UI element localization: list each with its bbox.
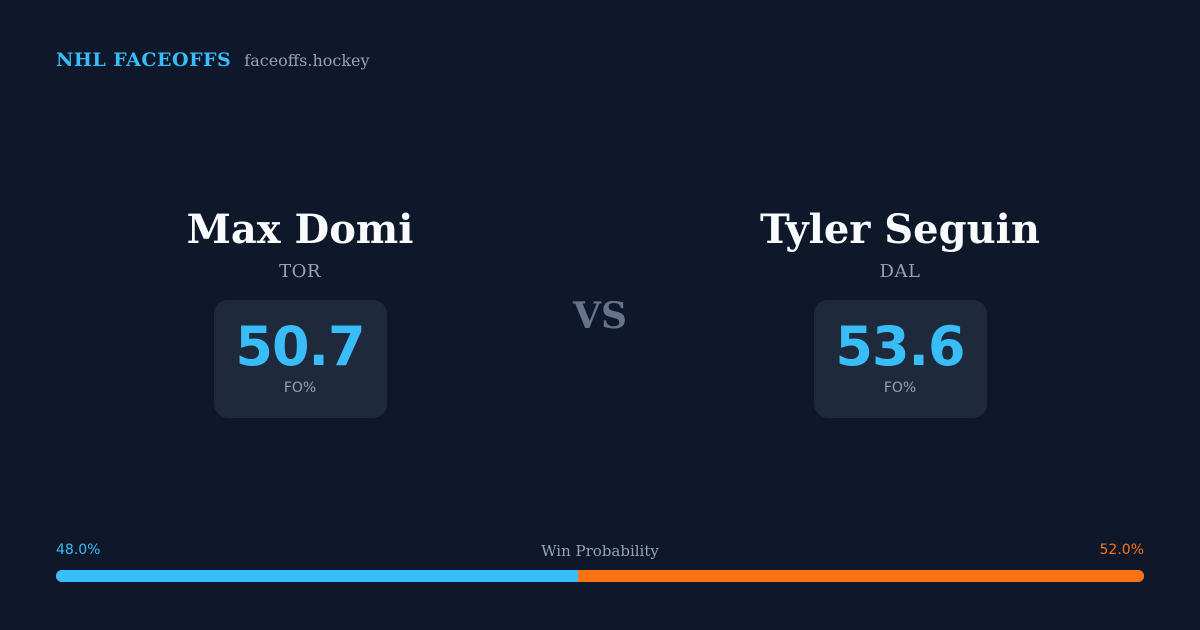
brand-header: NHL FACEOFFS faceoffs.hockey xyxy=(56,49,370,71)
faceoff-stat-box-left: 50.7 FO% xyxy=(213,300,387,418)
brand-title: NHL FACEOFFS xyxy=(56,49,232,71)
faceoff-percentage-left: 50.7 xyxy=(235,315,365,378)
win-probability-right: 52.0% xyxy=(1099,542,1144,558)
win-probability-labels: 48.0% Win Probability 52.0% xyxy=(56,542,1144,562)
win-probability-bar-right xyxy=(578,570,1144,582)
player-name-right: Tyler Seguin xyxy=(760,206,1040,253)
win-probability-left: 48.0% xyxy=(56,542,101,558)
faceoff-label-right: FO% xyxy=(883,380,917,396)
player-name-left: Max Domi xyxy=(186,206,414,253)
versus-label: VS xyxy=(573,295,627,337)
player-card-right: Tyler Seguin DAL 53.6 FO% xyxy=(700,206,1100,418)
faceoff-percentage-right: 53.6 xyxy=(835,315,965,378)
player-team-left: TOR xyxy=(279,261,321,282)
win-probability-title: Win Probability xyxy=(541,542,659,560)
faceoff-label-left: FO% xyxy=(283,380,317,396)
win-probability-bar xyxy=(56,570,1144,582)
brand-domain: faceoffs.hockey xyxy=(244,51,370,70)
player-card-left: Max Domi TOR 50.7 FO% xyxy=(100,206,500,418)
win-probability-bar-left xyxy=(56,570,579,582)
faceoff-stat-box-right: 53.6 FO% xyxy=(813,300,987,418)
player-team-right: DAL xyxy=(879,261,921,282)
